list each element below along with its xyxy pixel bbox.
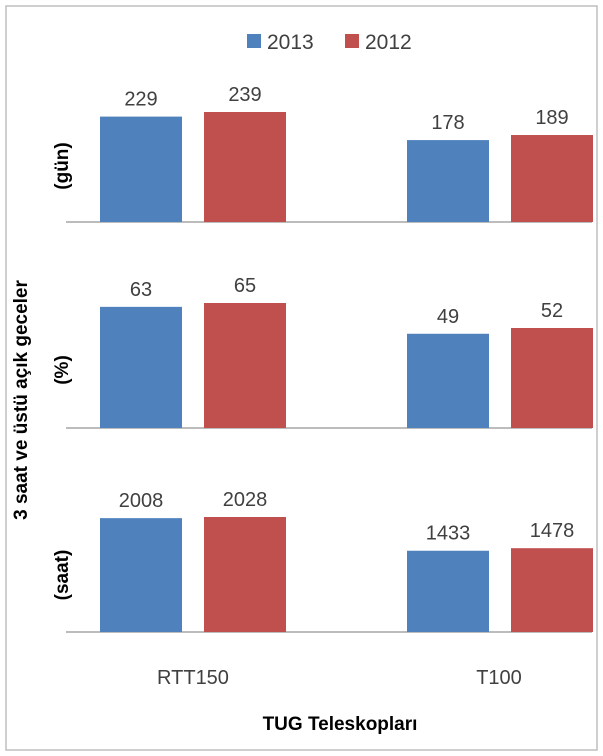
legend-swatch-2013 xyxy=(247,34,261,48)
bar-panel3-t100-2013 xyxy=(407,551,489,632)
legend-label-2013: 2013 xyxy=(267,31,314,54)
bar-panel2-t100-2013 xyxy=(407,334,489,428)
bar-panel1-t100-2013 xyxy=(407,140,489,222)
value-label-panel2-t100-2013: 49 xyxy=(437,306,459,328)
category-label-t100: T100 xyxy=(476,667,522,689)
legend-label-2012: 2012 xyxy=(365,31,412,54)
value-label-panel1-rtt150-2012: 239 xyxy=(228,84,261,106)
bar-panel2-rtt150-2013 xyxy=(100,307,182,428)
value-label-panel1-t100-2013: 178 xyxy=(431,112,464,134)
bar-panel2-rtt150-2012 xyxy=(204,303,286,428)
value-label-panel2-t100-2012: 52 xyxy=(541,300,563,322)
legend-swatch-2012 xyxy=(345,34,359,48)
bar-panel3-t100-2012 xyxy=(511,548,593,632)
bar-panel1-rtt150-2013 xyxy=(100,117,182,222)
panel-1-ylabel: (gün) xyxy=(52,142,73,189)
value-label-panel3-t100-2013: 1433 xyxy=(426,523,471,545)
bar-panel1-t100-2012 xyxy=(511,135,593,222)
value-label-panel1-rtt150-2013: 229 xyxy=(124,89,157,111)
value-label-panel3-t100-2012: 1478 xyxy=(530,520,575,542)
x-axis-title: TUG Teleskopları xyxy=(263,714,418,735)
panel-2-ylabel: (%) xyxy=(52,355,73,385)
panel-3-ylabel: (saat) xyxy=(52,550,73,601)
bar-panel3-rtt150-2012 xyxy=(204,517,286,632)
value-label-panel3-rtt150-2013: 2008 xyxy=(119,490,164,512)
chart-frame xyxy=(6,6,597,750)
value-label-panel1-t100-2012: 189 xyxy=(535,107,568,129)
bar-panel3-rtt150-2013 xyxy=(100,518,182,632)
bar-panel1-rtt150-2012 xyxy=(204,112,286,222)
y-axis-title: 3 saat ve üstü açık geceler xyxy=(11,280,32,520)
value-label-panel2-rtt150-2013: 63 xyxy=(130,279,152,301)
bar-panel2-t100-2012 xyxy=(511,328,593,428)
value-label-panel2-rtt150-2012: 65 xyxy=(234,275,256,297)
value-label-panel3-rtt150-2012: 2028 xyxy=(223,489,268,511)
category-label-rtt150: RTT150 xyxy=(157,667,229,689)
